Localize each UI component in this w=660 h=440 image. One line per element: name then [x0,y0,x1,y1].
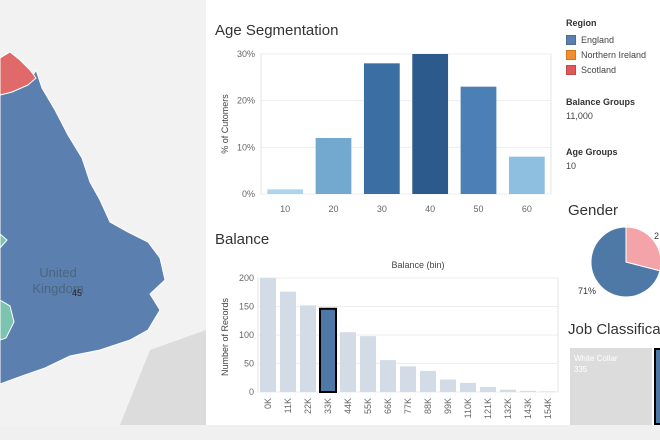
balance-bar[interactable] [480,386,496,392]
region-wales[interactable] [0,299,15,341]
balance-ytick: 200 [239,273,254,283]
age-bar[interactable] [267,189,304,194]
legend-item[interactable]: Scotland [566,62,660,77]
gender-pie[interactable] [566,224,660,304]
treemap-cell-white-collar[interactable]: White Collar 335 [570,348,652,425]
legend-label: England [581,34,615,45]
age-bar[interactable] [363,63,400,194]
balance-xtick: 132K [503,398,513,419]
balance-bar[interactable] [400,366,416,392]
balance-xtick: 110K [463,398,473,418]
balance-xtick: 66K [383,398,393,414]
legend-item[interactable]: Northern Ireland [566,47,660,62]
age-bar[interactable] [508,156,545,194]
age-chart[interactable]: 0% 10% 20% 30% % of Cutomers 10 20 30 40 50 60 [206,40,556,220]
balance-bar[interactable] [260,278,276,392]
legend-swatch [566,34,576,45]
region-wales-north[interactable] [0,233,8,249]
balance-groups-filter[interactable]: Balance Groups 11,000 [566,97,635,121]
age-xtick: 10 [280,204,290,214]
age-bar[interactable] [460,86,497,194]
legend-label: Scotland [581,64,617,75]
age-groups-value: 10 [566,161,577,171]
map-svg [0,0,206,425]
treemap-cell-value: 335 [574,365,588,374]
balance-bar[interactable] [520,390,536,392]
gender-title: Gender [568,202,619,219]
age-ytick: 20% [237,96,255,106]
balance-xtick: 44K [343,398,353,414]
balance-ytick: 50 [244,359,254,369]
age-xtick: 30 [377,204,387,214]
treemap-cell-selected[interactable] [654,348,660,425]
balance-bar[interactable] [440,379,456,392]
map-country-label: United Kingdom [32,265,84,296]
balance-xtick: 33K [323,398,333,414]
balance-xtick: 22K [303,398,313,414]
age-xtick: 60 [522,204,532,214]
balance-bar[interactable] [340,332,356,392]
gender-label-main: 71% [578,286,597,296]
balance-xlabel: Balance (bin) [391,260,444,270]
map-record-count: 45 [72,288,83,298]
balance-bar[interactable] [360,336,376,392]
region-legend: Region England Northern Ireland Scotland [566,18,660,77]
age-ytick: 10% [237,142,255,152]
balance-ytick: 100 [239,330,254,340]
age-xtick: 20 [328,204,338,214]
balance-bar[interactable] [280,291,296,392]
uk-map[interactable]: United Kingdom 45 [0,0,206,425]
balance-xtick: 143K [523,398,533,419]
balance-xtick: 11K [283,398,293,413]
age-ylabel: % of Cutomers [220,94,230,154]
age-groups-filter[interactable]: Age Groups 10 [566,147,618,171]
balance-chart[interactable]: Balance (bin) 0 50 100 150 200 Number of Recor… [206,252,564,425]
balance-bar[interactable] [540,391,556,392]
gender-slice[interactable] [625,226,660,272]
age-bar[interactable] [412,54,449,194]
legend-label: Northern Ireland [581,49,647,60]
age-plot-frame [260,53,552,195]
balance-xtick: 0K [263,398,273,409]
balance-xtick: 55K [363,398,373,414]
map-france-land [120,330,206,425]
age-chart-title: Age Segmentation [215,22,339,39]
job-title: Job Classificat [568,321,660,338]
age-xtick: 40 [425,204,435,214]
balance-bar[interactable] [500,389,516,392]
balance-chart-title: Balance [215,231,270,248]
gender-label-cut: 2 [654,231,660,241]
bottom-strip [0,425,660,440]
age-xtick: 50 [473,204,483,214]
legend-item[interactable]: England [566,32,660,47]
age-bar[interactable] [315,138,352,194]
balance-ylabel: Number of Records [220,297,230,376]
balance-bar[interactable] [420,370,436,392]
region-scotland[interactable] [0,51,37,96]
balance-bar[interactable] [300,305,316,392]
balance-ytick: 0 [249,387,254,397]
job-panel: Job Classificat White Collar 335 [566,318,660,425]
balance-bar[interactable] [460,382,476,392]
balance-xtick: 88K [423,398,433,414]
legend-title: Region [566,18,597,28]
legend-swatch [566,64,576,75]
balance-xtick: 99K [443,398,453,414]
region-england[interactable] [0,68,166,385]
gender-panel: Gender 71% 2 [566,200,660,310]
age-ytick: 0% [242,189,255,199]
balance-xtick: 154K [543,398,553,419]
balance-groups-value: 11,000 [566,111,593,121]
age-groups-title: Age Groups [566,147,618,157]
age-ytick: 30% [237,49,255,59]
balance-groups-title: Balance Groups [566,97,636,107]
legend-swatch [566,49,576,60]
balance-ytick: 150 [239,302,254,312]
balance-bar-selected[interactable] [319,307,337,393]
gender-slice[interactable] [590,226,660,298]
balance-bar[interactable] [380,360,396,392]
balance-xtick: 77K [403,398,413,414]
treemap-cell-label: White Collar [574,354,618,363]
balance-xtick: 121K [483,398,493,419]
